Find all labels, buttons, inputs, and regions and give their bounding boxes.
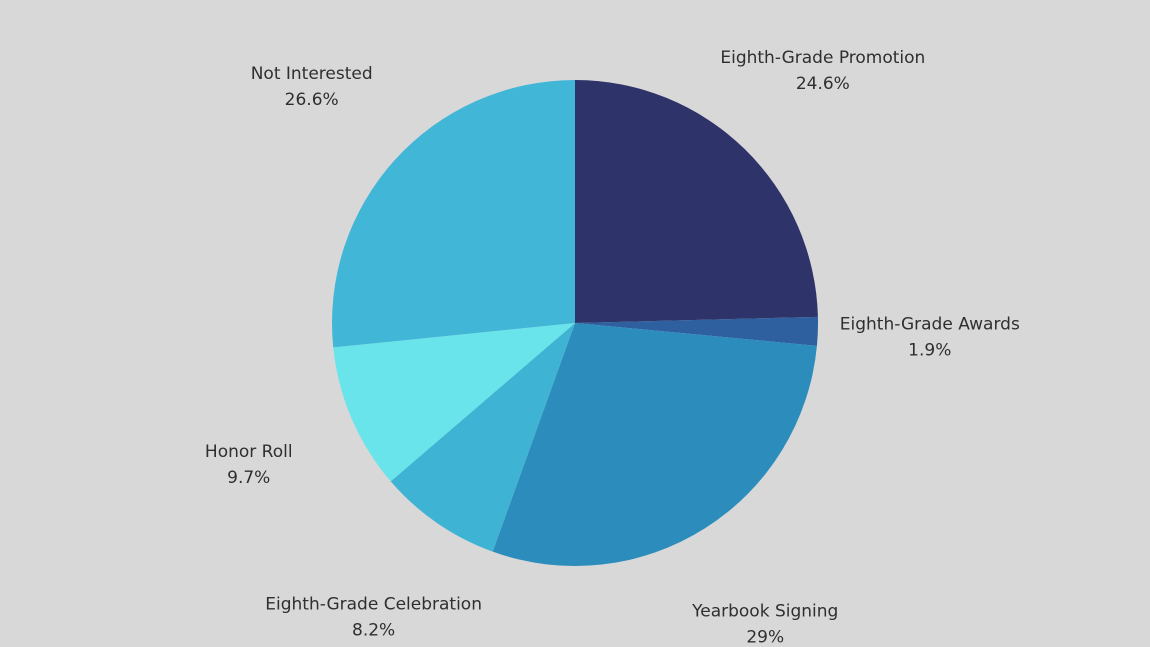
pie-slice-honor-roll — [333, 323, 575, 482]
slice-label-name: Yearbook Signing — [691, 602, 838, 622]
pie-slice-eighth-grade-awards — [575, 316, 819, 346]
slice-label-not-interested: Not Interested 26.6% — [251, 64, 373, 110]
pie-slice-not-interested — [332, 79, 575, 348]
slice-label-value: 26.6% — [285, 90, 339, 110]
pie-slice-yearbook-signing — [492, 323, 817, 566]
slice-label-honor-roll: Honor Roll 9.7% — [205, 442, 293, 488]
slice-label-value: 24.6% — [796, 74, 850, 94]
slice-label-eighth-grade-awards: Eighth-Grade Awards 1.9% — [840, 314, 1020, 360]
slice-label-value: 9.7% — [227, 468, 270, 488]
slice-labels: Eighth-Grade Promotion 24.6%Eighth-Grade … — [205, 48, 1020, 647]
slice-label-value: 1.9% — [908, 340, 951, 360]
pie-slices — [332, 79, 819, 566]
slice-label-eighth-grade-celebration: Eighth-Grade Celebration 8.2% — [265, 594, 482, 640]
slice-label-name: Eighth-Grade Celebration — [265, 594, 482, 614]
slice-label-name: Honor Roll — [205, 442, 293, 462]
pie-slice-eighth-grade-promotion — [575, 80, 818, 323]
slice-label-value: 8.2% — [352, 620, 395, 640]
slice-label-yearbook-signing: Yearbook Signing 29% — [691, 602, 838, 647]
slice-label-eighth-grade-promotion: Eighth-Grade Promotion 24.6% — [720, 48, 925, 94]
slice-label-value: 29% — [746, 628, 784, 647]
slice-label-name: Eighth-Grade Awards — [840, 314, 1020, 334]
slice-label-name: Not Interested — [251, 64, 373, 84]
slice-label-name: Eighth-Grade Promotion — [720, 48, 925, 68]
pie-slice-eighth-grade-celebration — [390, 323, 575, 552]
